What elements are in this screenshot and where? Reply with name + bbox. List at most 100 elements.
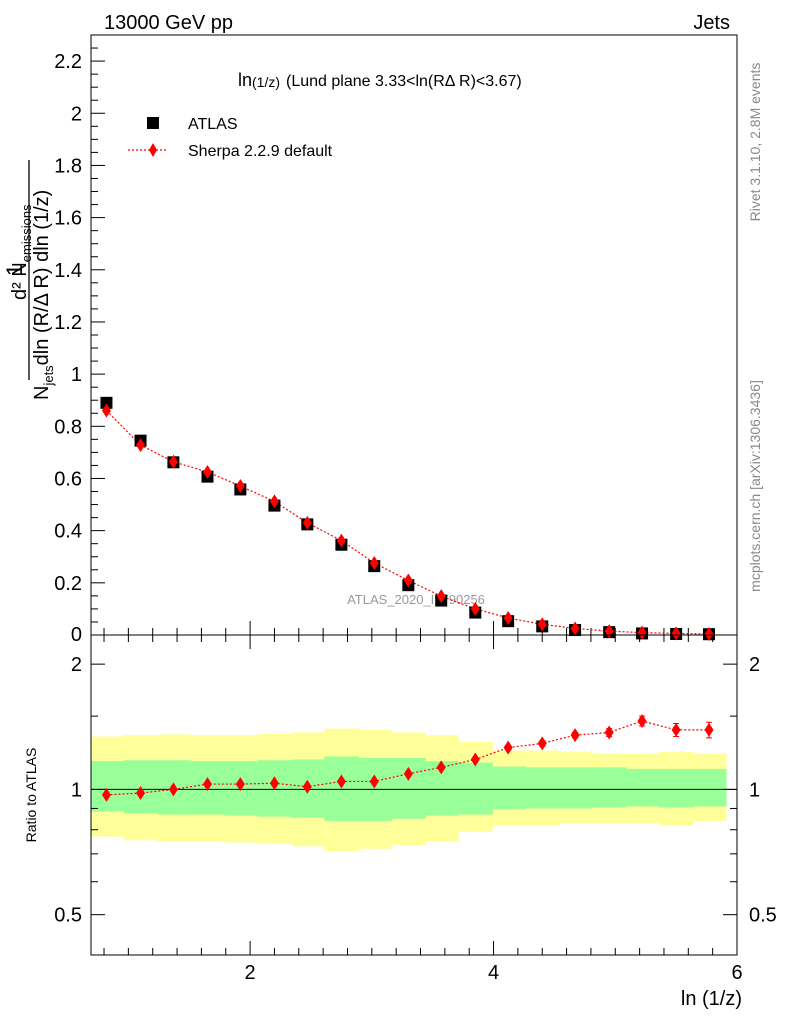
main-y-tick-label: 1 — [71, 364, 82, 386]
main-y-tick-label: 1.2 — [54, 312, 82, 334]
ylabel-one: 1 — [2, 264, 27, 276]
mc-point — [136, 438, 146, 453]
main-y-tick-label: 1.6 — [54, 208, 82, 230]
ratio-y-axis-label: Ratio to ATLAS — [23, 748, 39, 843]
ratio-y-tick-label: 2 — [71, 654, 82, 676]
main-y-axis: 0.2 0.4 0.6 0.8 1 1.2 1.4 1.6 1.8 2 2.2 0 — [54, 47, 105, 646]
mc-point — [537, 617, 547, 632]
ratio-point — [336, 774, 346, 789]
inner-band-segment — [659, 768, 694, 808]
main-y-tick-label: 0.2 — [54, 573, 82, 595]
ratio-y-tick-label-right: 0.5 — [749, 905, 777, 927]
main-y-tick-label: 0 — [71, 624, 82, 646]
mc-point — [168, 454, 178, 469]
ratio-plot-panel: 0.5 0.5 1 1 2 2 2 4 6 — [54, 634, 777, 984]
ratio-point — [436, 760, 446, 775]
ratio-point — [503, 740, 513, 755]
ratio-y-axis: 0.5 0.5 1 1 2 2 — [54, 654, 777, 927]
inner-band-segment — [492, 766, 526, 810]
ratio-point — [269, 776, 279, 791]
ylabel-denominator: Njetsdln (R/Δ R) dln (1/z) — [31, 190, 56, 400]
ratio-point — [403, 766, 413, 781]
ratio-point — [168, 782, 178, 797]
ratio-point — [202, 777, 212, 792]
mc-point — [503, 611, 513, 626]
mc-point — [403, 573, 413, 588]
ratio-point — [302, 779, 312, 794]
plot-title-rest: (Lund plane 3.33<ln(RΔ R)<3.67) — [286, 73, 522, 90]
legend-mc-label: Sherpa 2.2.9 default — [188, 143, 333, 160]
main-y-tick-label: 0.8 — [54, 416, 82, 438]
main-y-tick-label: 2 — [71, 103, 82, 125]
ratio-point — [604, 725, 614, 740]
ratio-point — [637, 714, 647, 729]
inner-band-segment — [693, 768, 727, 807]
mc-point — [570, 621, 580, 636]
inner-band-segment — [124, 760, 159, 814]
analysis-watermark: ATLAS_2020_I1790256 — [347, 592, 485, 607]
main-plot-panel: 0.2 0.4 0.6 0.8 1 1.2 1.4 1.6 1.8 2 2.2 0 ATLAS_202… — [54, 34, 738, 646]
mc-point — [269, 494, 279, 509]
ratio-point — [101, 787, 111, 802]
ratio-point — [704, 722, 714, 737]
plot-title: ln(1/z) (Lund plane 3.33<ln(RΔ R)<3.67) — [238, 70, 522, 90]
ratio-point — [671, 722, 681, 737]
legend: ATLAS Sherpa 2.2.9 default — [128, 116, 333, 160]
rivet-info-label: Rivet 3.1.10, 2.8M events — [747, 63, 763, 222]
x-axis-label: ln (1/z) — [681, 988, 742, 1010]
inner-band-segment — [626, 768, 660, 807]
inner-band-segment — [391, 757, 426, 819]
uncertainty-bands — [91, 728, 727, 852]
mc-point — [101, 403, 111, 418]
ratio-x-tick-label: 6 — [731, 962, 742, 984]
main-y-tick-label: 1.8 — [54, 155, 82, 177]
inner-band-segment — [525, 767, 560, 809]
ylabel-jets: jets — [41, 365, 56, 387]
plot-title-main: ln — [238, 70, 252, 90]
ratio-y-tick-label-right: 2 — [749, 654, 760, 676]
ratio-x-tick-label: 2 — [245, 962, 256, 984]
ratio-x-axis: 2 4 6 — [103, 635, 743, 984]
mc-point — [336, 533, 346, 548]
main-x-axis — [103, 621, 714, 635]
ylabel-numerator: d² Nemissions — [9, 204, 34, 300]
mc-point — [235, 479, 245, 494]
main-y-tick-label: 1.4 — [54, 260, 82, 282]
ylabel-d2n: d² N — [9, 262, 31, 300]
legend-mc-marker — [149, 143, 157, 157]
ratio-mc-series — [101, 714, 714, 802]
mc-point — [202, 464, 212, 479]
mc-point — [704, 626, 714, 641]
ratio-point — [369, 774, 379, 789]
mc-point — [436, 589, 446, 604]
ratio-y-tick-label: 0.5 — [54, 905, 82, 927]
ratio-point — [570, 728, 580, 743]
mc-point — [470, 601, 480, 616]
header-process-label: Jets — [693, 12, 730, 34]
mc-point — [671, 626, 681, 641]
ylabel-denom-text: dln (R/Δ R) dln (1/z) — [31, 190, 53, 366]
legend-data-label: ATLAS — [188, 116, 238, 133]
ratio-plot-frame — [90, 634, 738, 956]
ylabel-emissions: emissions — [19, 204, 34, 262]
main-y-tick-label: 0.4 — [54, 521, 82, 543]
inner-band-segment — [559, 767, 593, 809]
inner-band-segment — [324, 756, 359, 821]
plot-title-sub: (1/z) — [252, 74, 280, 90]
data-point — [100, 396, 113, 409]
ratio-point — [235, 777, 245, 792]
ratio-y-tick-label: 1 — [71, 779, 82, 801]
ratio-x-tick-label: 4 — [488, 962, 499, 984]
ylabel-njets: N — [31, 386, 53, 400]
inner-band-segment — [458, 762, 493, 815]
main-y-axis-label: 1 d² Nemissions Njetsdln (R/Δ R) dln (1/… — [2, 160, 56, 400]
header-energy-label: 13000 GeV pp — [104, 12, 233, 34]
ratio-point — [136, 786, 146, 801]
inner-band-segment — [592, 767, 627, 808]
ratio-point — [537, 736, 547, 751]
inner-band-segment — [91, 761, 125, 812]
ratio-point — [470, 752, 480, 767]
mc-point — [302, 515, 312, 530]
mcplots-info-label: mcplots.cern.ch [arXiv:1306.3436] — [747, 380, 763, 592]
